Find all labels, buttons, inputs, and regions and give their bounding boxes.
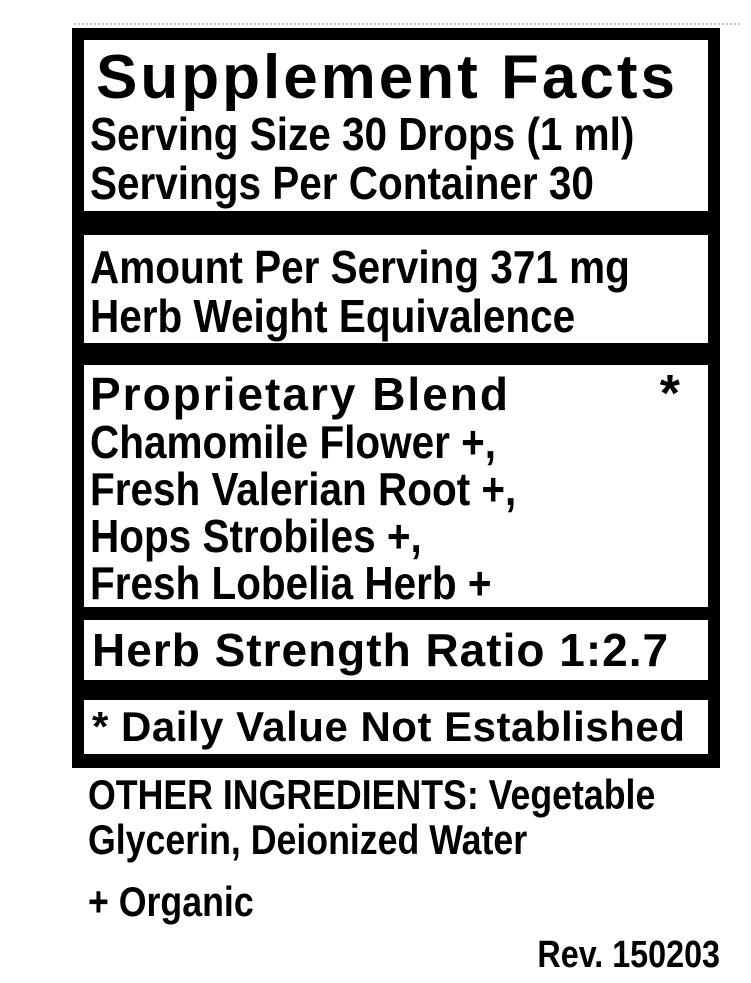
herb-weight-equivalence: Herb Weight Equivalence <box>90 290 576 342</box>
serving-size: Serving Size 30 Drops (1 ml) <box>90 108 635 160</box>
blend-ingredient: Hops Strobiles +, <box>90 510 422 562</box>
amount-per-serving: Amount Per Serving 371 mg <box>90 241 630 293</box>
servings-per-container: Servings Per Container 30 <box>90 157 594 209</box>
scan-artifact-line <box>74 23 740 25</box>
daily-value-section: * Daily Value Not Established <box>84 700 708 754</box>
blend-ingredient: Fresh Lobelia Herb + <box>90 557 492 609</box>
blend-ingredient: Fresh Valerian Root +, <box>90 463 517 515</box>
blend-ingredient: Chamomile Flower +, <box>90 416 497 468</box>
daily-value-asterisk: * <box>659 365 680 423</box>
other-ingredients: OTHER INGREDIENTS: Vegetable Glycerin, D… <box>88 771 656 863</box>
daily-value-note: * Daily Value Not Established <box>92 703 686 750</box>
label-title: Supplement Facts <box>96 43 678 112</box>
organic-note: + Organic <box>88 878 254 925</box>
header-section: Supplement Facts Serving Size 30 Drops (… <box>84 40 708 211</box>
herb-strength-ratio: Herb Strength Ratio 1:2.7 <box>92 624 670 676</box>
blend-name: Proprietary Blend <box>90 368 510 420</box>
supplement-facts-label: Supplement Facts Serving Size 30 Drops (… <box>72 28 720 768</box>
footer-text: OTHER INGREDIENTS: Vegetable Glycerin, D… <box>88 772 720 976</box>
blend-section: Proprietary Blend * Chamomile Flower +, … <box>84 365 708 607</box>
amount-section: Amount Per Serving 371 mg Herb Weight Eq… <box>84 235 708 343</box>
blend-header: Proprietary Blend * <box>90 365 680 423</box>
revision-number: Rev. 150203 <box>537 934 720 976</box>
herb-strength-section: Herb Strength Ratio 1:2.7 <box>84 620 708 680</box>
